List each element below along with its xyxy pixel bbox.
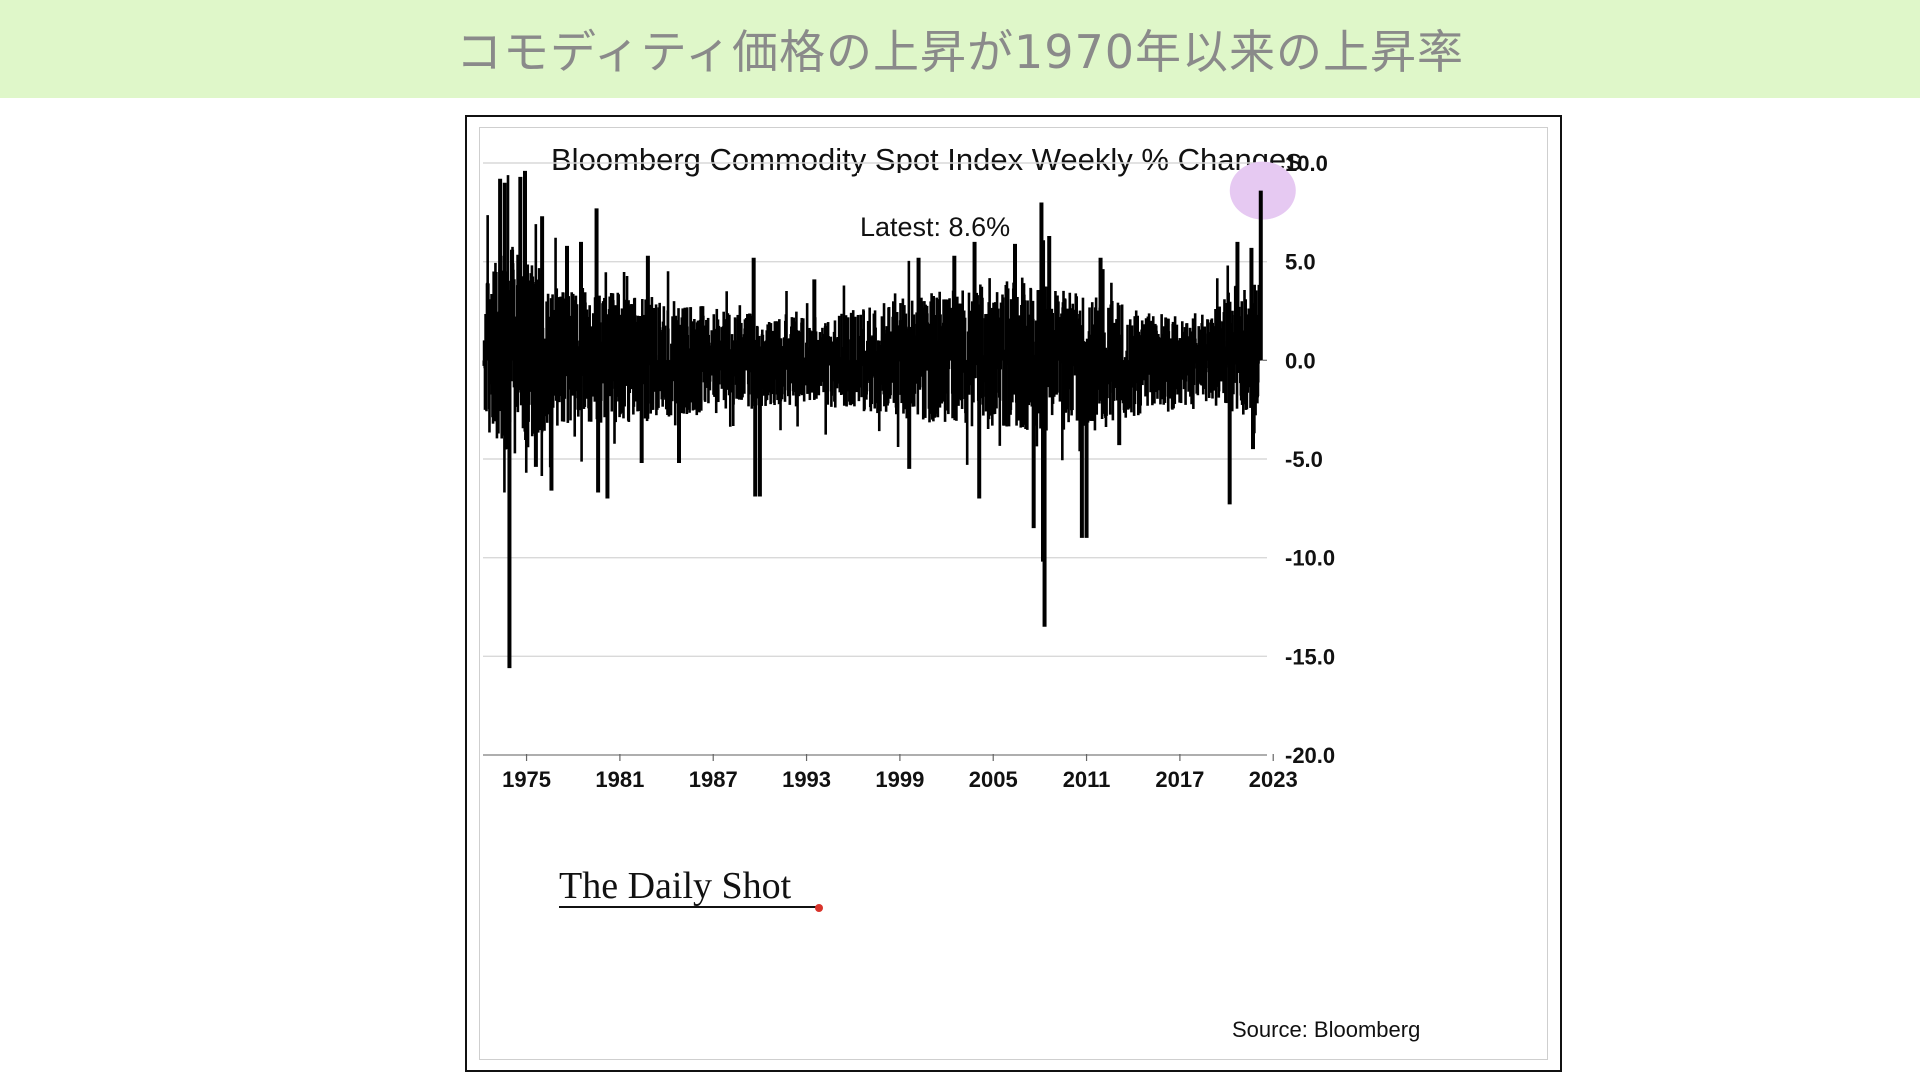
gridlines xyxy=(483,162,1267,756)
axes: 10.0 5.0 0.0 -5.0 -10.0 -15.0 -20.0 1975 1981 198… xyxy=(483,151,1335,792)
y-tick-label-6: -20.0 xyxy=(1285,743,1335,768)
y-tick-label-4: -10.0 xyxy=(1285,546,1335,571)
y-tick-label-3: -5.0 xyxy=(1285,447,1323,472)
latest-annotation: Latest: 8.6% xyxy=(860,212,1010,242)
x-tick-label-0: 1975 xyxy=(502,767,551,792)
x-tick-label-7: 2017 xyxy=(1155,767,1204,792)
y-tick-label-0: 10.0 xyxy=(1285,151,1328,176)
page-banner: コモディティ価格の上昇が1970年以来の上昇率 xyxy=(0,0,1920,98)
x-tick-label-2: 1987 xyxy=(689,767,738,792)
latest-highlight-circle xyxy=(1229,161,1296,220)
y-tick-label-1: 5.0 xyxy=(1285,250,1316,275)
x-tick-label-1: 1981 xyxy=(595,767,644,792)
logo-dot xyxy=(815,904,823,912)
y-tick-label-2: 0.0 xyxy=(1285,348,1316,373)
chart-inner-border xyxy=(479,127,1548,1060)
x-tick-label-3: 1993 xyxy=(782,767,831,792)
x-tick-label-4: 1999 xyxy=(875,767,924,792)
bars xyxy=(482,170,1263,669)
chart-title: Bloomberg Commodity Spot Index Weekly % … xyxy=(551,142,1302,177)
annotation-background xyxy=(857,173,1117,231)
x-tick-label-5: 2005 xyxy=(969,767,1018,792)
daily-shot-logo: The Daily Shot xyxy=(559,865,823,912)
x-tick-label-8: 2023 xyxy=(1249,767,1298,792)
page-title: コモディティ価格の上昇が1970年以来の上昇率 xyxy=(455,25,1465,79)
logo-text: The Daily Shot xyxy=(559,865,792,907)
source-label: Source: Bloomberg xyxy=(1232,1017,1420,1042)
y-tick-label-5: -15.0 xyxy=(1285,644,1335,669)
chart-frame: Bloomberg Commodity Spot Index Weekly % … xyxy=(465,115,1562,1072)
x-tick-label-6: 2011 xyxy=(1063,767,1111,792)
chart-svg: Bloomberg Commodity Spot Index Weekly % … xyxy=(482,142,1420,1042)
